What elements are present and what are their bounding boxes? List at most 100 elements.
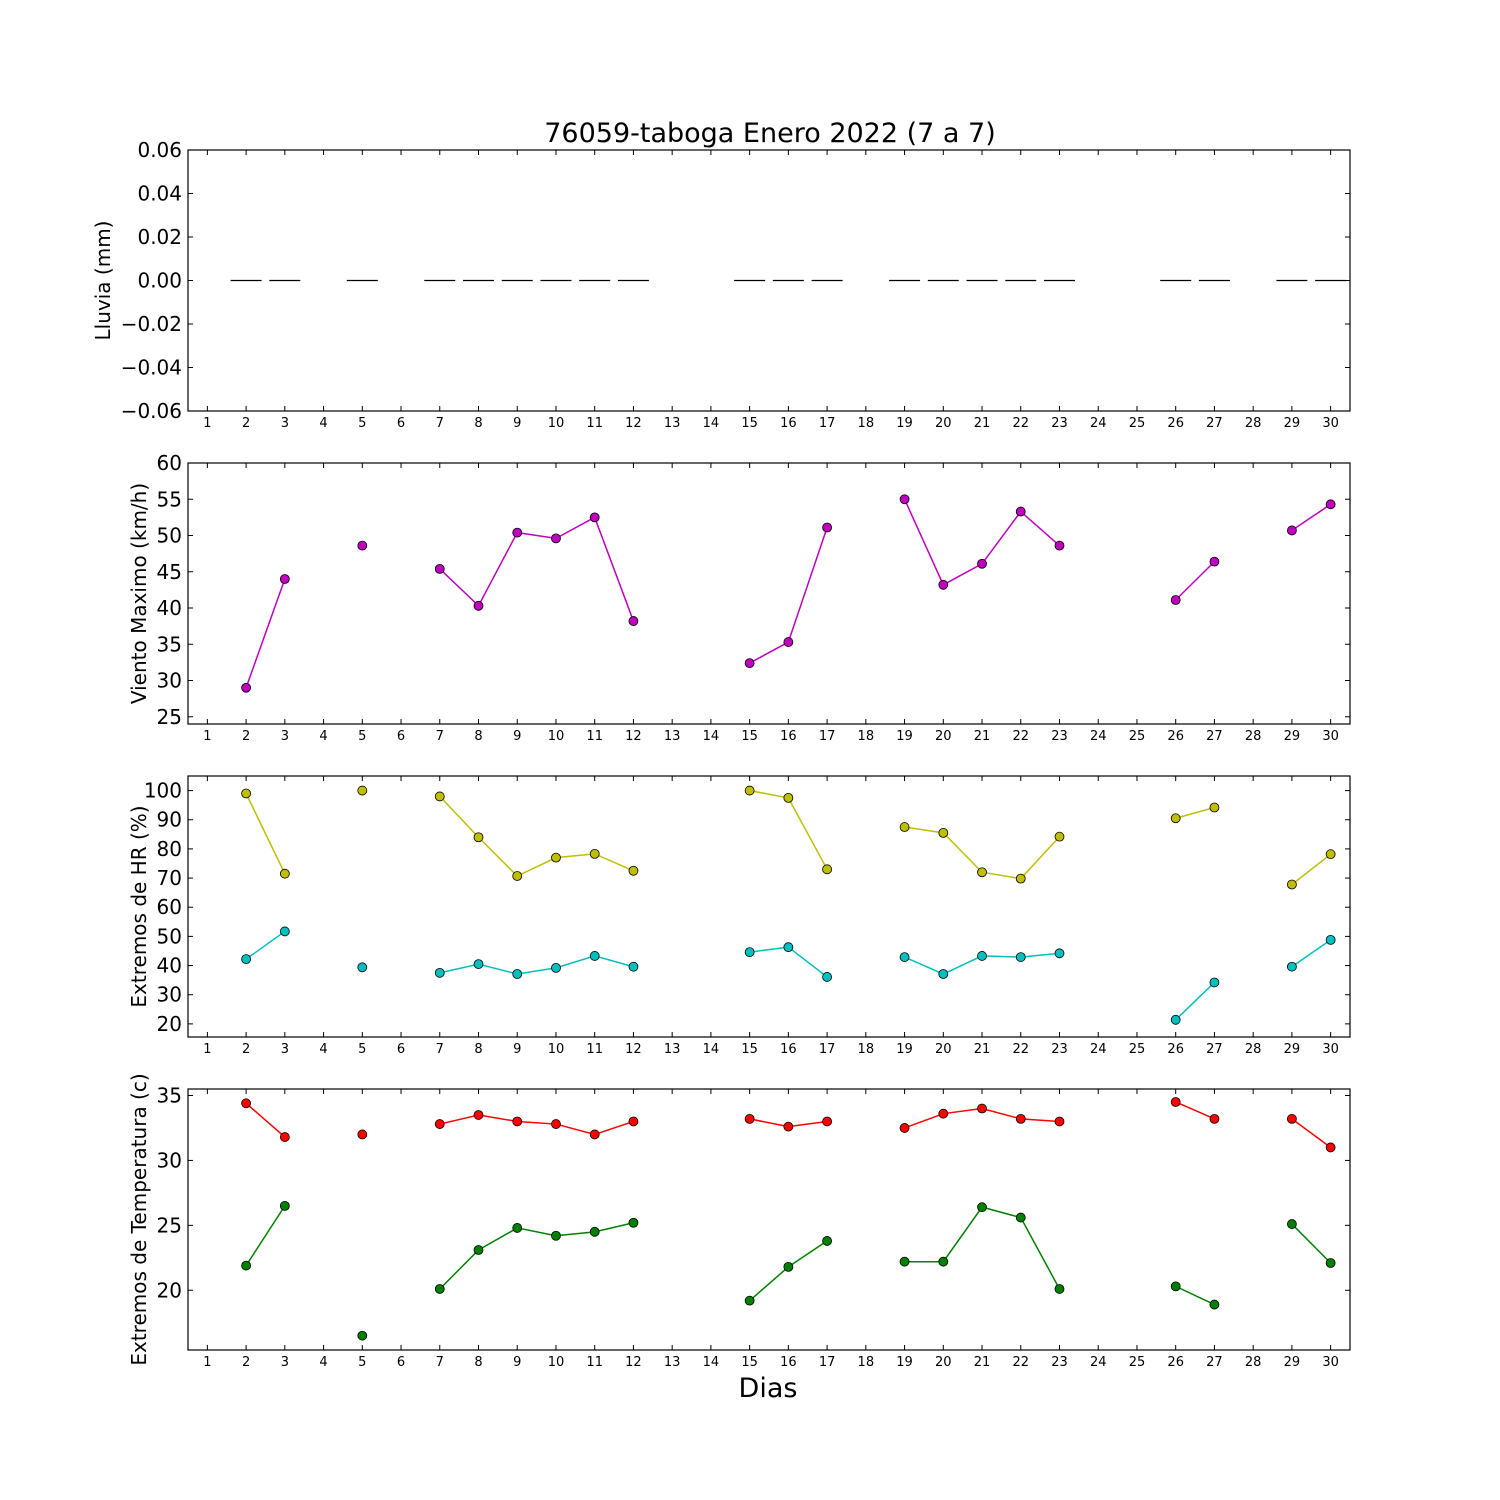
data-point — [512, 969, 523, 979]
x-tick-label: 10 — [548, 1042, 565, 1057]
x-tick-label: 15 — [741, 1042, 758, 1057]
x-tick-label: 15 — [741, 416, 758, 431]
x-tick-label: 22 — [1012, 1042, 1029, 1057]
x-tick-label: 27 — [1206, 1042, 1223, 1057]
x-tick-label: 26 — [1167, 729, 1184, 744]
x-tick-label: 29 — [1284, 1355, 1301, 1370]
data-point — [783, 1121, 794, 1132]
x-tick-label: 20 — [935, 1042, 952, 1057]
data-point — [938, 827, 949, 838]
x-tick-label: 7 — [436, 416, 444, 431]
y-tick-label: 0.02 — [137, 225, 182, 249]
data-point — [744, 1113, 755, 1124]
y-tick-label: 90 — [157, 808, 182, 832]
x-tick-label: 22 — [1012, 729, 1029, 744]
x-tick-label: 26 — [1167, 1355, 1184, 1370]
data-point — [279, 1132, 290, 1142]
x-tick-label: 10 — [548, 416, 565, 431]
x-axis-label: Dias — [739, 1373, 798, 1404]
x-tick-label: 17 — [819, 1355, 836, 1370]
y-axis-label: Viento Maximo (km/h) — [127, 483, 151, 704]
x-tick-label: 23 — [1051, 416, 1068, 431]
data-point — [744, 947, 755, 958]
x-tick-label: 13 — [664, 1042, 681, 1057]
data-point — [628, 961, 639, 972]
x-tick-label: 4 — [319, 416, 327, 431]
x-tick-label: 15 — [741, 1355, 758, 1370]
plot-frame — [187, 1088, 1351, 1351]
data-point — [938, 1256, 949, 1267]
x-tick-label: 30 — [1322, 1355, 1339, 1370]
x-tick-label: 19 — [896, 1042, 913, 1057]
data-point — [977, 1202, 987, 1213]
y-tick-label: 80 — [157, 837, 182, 861]
data-point — [241, 954, 252, 965]
series-line — [1291, 939, 1332, 968]
data-point — [628, 616, 639, 626]
data-point — [899, 952, 910, 962]
data-point — [279, 868, 290, 879]
data-point — [822, 972, 832, 982]
x-tick-label: 27 — [1206, 1355, 1223, 1370]
x-tick-label: 6 — [397, 729, 405, 744]
data-point — [1054, 1116, 1065, 1127]
data-point — [822, 1116, 832, 1127]
series-line — [245, 1205, 286, 1267]
x-tick-label: 10 — [548, 1355, 565, 1370]
y-tick-label: 50 — [157, 524, 182, 548]
data-point — [628, 865, 639, 876]
data-point — [977, 558, 987, 569]
data-point — [899, 1256, 910, 1267]
x-tick-label: 8 — [474, 416, 482, 431]
y-tick-label: 20 — [157, 1278, 182, 1302]
data-point — [279, 926, 290, 937]
data-point — [628, 1116, 639, 1127]
x-tick-label: 16 — [780, 1042, 797, 1057]
x-tick-label: 28 — [1245, 416, 1262, 431]
x-tick-label: 4 — [319, 729, 327, 744]
series-line — [439, 516, 635, 622]
series-line — [245, 578, 286, 689]
data-point — [279, 1200, 290, 1211]
x-tick-label: 25 — [1129, 1355, 1146, 1370]
series-line — [1291, 1118, 1332, 1149]
data-point — [1325, 849, 1336, 860]
x-tick-label: 23 — [1051, 1355, 1068, 1370]
data-point — [628, 1217, 639, 1228]
series-line — [1175, 1101, 1215, 1120]
data-point — [1054, 1284, 1065, 1294]
series-line — [439, 1114, 634, 1136]
data-point — [783, 942, 794, 953]
y-tick-label: 45 — [157, 560, 182, 584]
data-point — [977, 1103, 987, 1114]
data-point — [241, 1098, 252, 1109]
data-point — [1287, 525, 1297, 536]
x-tick-label: 1 — [203, 1355, 211, 1370]
x-tick-label: 19 — [896, 416, 913, 431]
x-tick-label: 19 — [896, 729, 913, 744]
data-point — [589, 848, 600, 859]
data-point — [473, 600, 484, 611]
data-point — [1015, 952, 1026, 962]
series-line — [1291, 503, 1332, 532]
data-point — [938, 969, 949, 979]
x-tick-label: 11 — [586, 1355, 603, 1370]
data-point — [241, 1260, 252, 1271]
data-point — [744, 1295, 755, 1306]
data-point — [1325, 934, 1336, 945]
plot-frame — [187, 462, 1351, 725]
x-tick-label: 24 — [1090, 416, 1107, 431]
x-tick-label: 5 — [358, 416, 366, 431]
x-tick-label: 14 — [703, 1042, 720, 1057]
x-tick-label: 3 — [281, 729, 289, 744]
data-point — [589, 1129, 600, 1140]
data-point — [434, 967, 445, 978]
x-tick-label: 30 — [1322, 729, 1339, 744]
data-point — [1209, 556, 1220, 567]
x-tick-label: 3 — [281, 1042, 289, 1057]
data-point — [1287, 1219, 1297, 1229]
x-tick-label: 10 — [548, 729, 565, 744]
x-tick-label: 13 — [664, 729, 681, 744]
x-tick-label: 18 — [858, 729, 875, 744]
